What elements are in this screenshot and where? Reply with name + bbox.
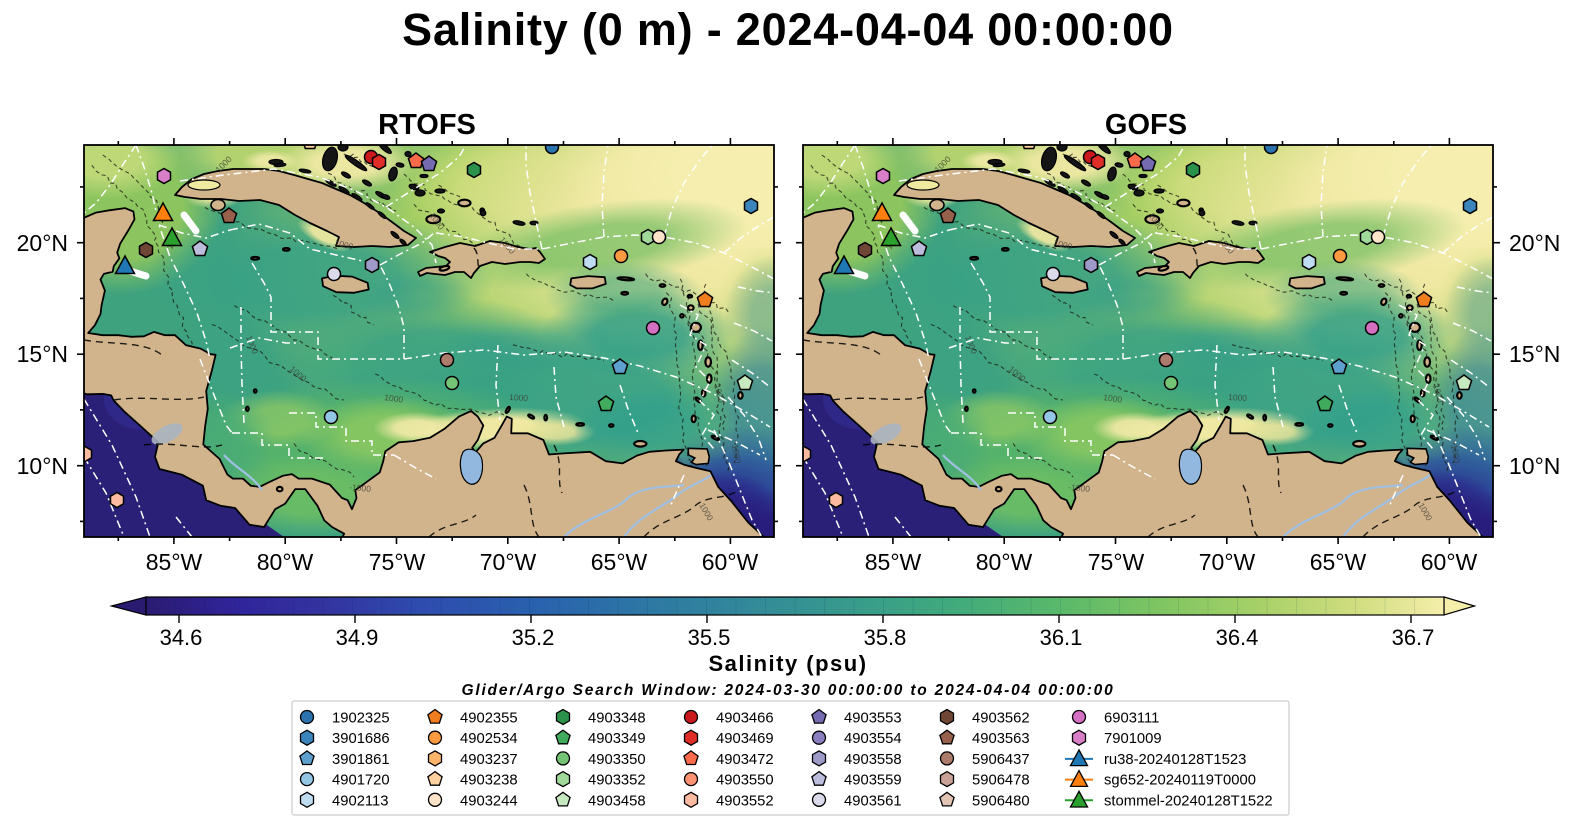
- svg-text:4902355: 4902355: [460, 711, 518, 727]
- svg-text:3901861: 3901861: [332, 752, 390, 768]
- svg-text:7901009: 7901009: [1104, 731, 1162, 747]
- svg-text:35.8: 35.8: [864, 625, 907, 650]
- svg-text:4903238: 4903238: [460, 773, 518, 789]
- svg-text:3901686: 3901686: [332, 731, 390, 747]
- svg-text:ru38-20240128T1523: ru38-20240128T1523: [1104, 752, 1246, 768]
- svg-text:4903349: 4903349: [588, 731, 646, 747]
- svg-text:65°W: 65°W: [1310, 549, 1367, 575]
- svg-text:10°N: 10°N: [1509, 453, 1560, 479]
- svg-text:4903552: 4903552: [716, 793, 774, 809]
- svg-text:34.6: 34.6: [160, 625, 203, 650]
- svg-text:sg652-20240119T0000: sg652-20240119T0000: [1104, 773, 1256, 789]
- svg-text:35.2: 35.2: [512, 625, 555, 650]
- svg-text:5906437: 5906437: [972, 752, 1030, 768]
- svg-text:75°W: 75°W: [1088, 549, 1145, 575]
- svg-text:Glider/Argo Search Window: 202: Glider/Argo Search Window: 2024-03-30 00…: [461, 682, 1114, 699]
- svg-text:5906480: 5906480: [972, 793, 1030, 809]
- svg-text:4903469: 4903469: [716, 731, 774, 747]
- svg-text:RTOFS: RTOFS: [378, 109, 476, 141]
- svg-text:4903472: 4903472: [716, 752, 774, 768]
- svg-text:36.7: 36.7: [1392, 625, 1435, 650]
- svg-text:4903562: 4903562: [972, 711, 1030, 727]
- svg-text:60°W: 60°W: [1421, 549, 1478, 575]
- svg-text:70°W: 70°W: [1199, 549, 1256, 575]
- svg-text:36.4: 36.4: [1216, 625, 1259, 650]
- svg-text:4902113: 4902113: [332, 793, 389, 809]
- svg-text:1902325: 1902325: [332, 711, 390, 727]
- svg-text:4903550: 4903550: [716, 773, 774, 789]
- svg-text:70°W: 70°W: [480, 549, 537, 575]
- svg-text:20°N: 20°N: [17, 230, 68, 256]
- svg-text:stommel-20240128T1522: stommel-20240128T1522: [1104, 793, 1273, 809]
- svg-text:80°W: 80°W: [976, 549, 1033, 575]
- svg-text:4903237: 4903237: [460, 752, 518, 768]
- svg-text:35.5: 35.5: [688, 625, 731, 650]
- svg-text:34.9: 34.9: [336, 625, 379, 650]
- svg-text:85°W: 85°W: [865, 549, 922, 575]
- svg-text:Salinity (0 m) - 2024-04-04 00: Salinity (0 m) - 2024-04-04 00:00:00: [402, 4, 1174, 55]
- svg-text:4903563: 4903563: [972, 731, 1030, 747]
- svg-text:75°W: 75°W: [369, 549, 426, 575]
- svg-text:4903350: 4903350: [588, 752, 646, 768]
- svg-text:65°W: 65°W: [591, 549, 648, 575]
- svg-text:85°W: 85°W: [146, 549, 203, 575]
- svg-text:4903559: 4903559: [844, 773, 902, 789]
- svg-text:4903466: 4903466: [716, 711, 774, 727]
- svg-text:10°N: 10°N: [17, 453, 68, 479]
- svg-text:15°N: 15°N: [1509, 341, 1560, 367]
- svg-text:5906478: 5906478: [972, 773, 1030, 789]
- svg-text:GOFS: GOFS: [1105, 109, 1187, 141]
- svg-text:4903553: 4903553: [844, 711, 902, 727]
- svg-text:80°W: 80°W: [257, 549, 314, 575]
- svg-text:20°N: 20°N: [1509, 230, 1560, 256]
- svg-text:4903348: 4903348: [588, 711, 646, 727]
- svg-text:36.1: 36.1: [1040, 625, 1083, 650]
- svg-text:15°N: 15°N: [17, 341, 68, 367]
- svg-text:Salinity (psu): Salinity (psu): [708, 651, 867, 676]
- svg-text:4903244: 4903244: [460, 793, 518, 809]
- svg-text:4903554: 4903554: [844, 731, 902, 747]
- svg-text:4901720: 4901720: [332, 773, 390, 789]
- svg-text:4903352: 4903352: [588, 773, 646, 789]
- svg-text:4903558: 4903558: [844, 752, 902, 768]
- svg-text:4903458: 4903458: [588, 793, 646, 809]
- svg-text:60°W: 60°W: [702, 549, 759, 575]
- svg-text:4903561: 4903561: [844, 793, 902, 809]
- svg-text:6903111: 6903111: [1104, 711, 1159, 727]
- svg-text:4902534: 4902534: [460, 731, 518, 747]
